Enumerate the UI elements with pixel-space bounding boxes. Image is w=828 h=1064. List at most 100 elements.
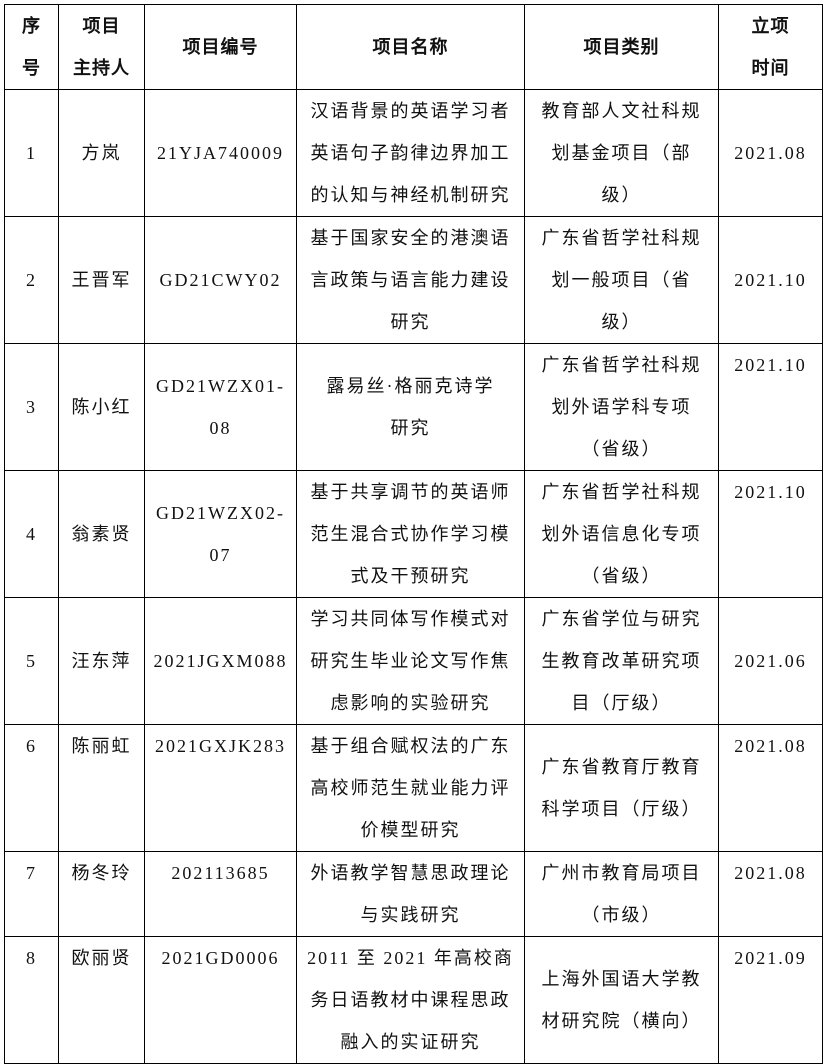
cell-line: 价模型研究 [360,820,461,840]
table-cell: 5 [4,597,59,725]
cell-line: 生教育改革研究项 [541,651,702,671]
cell-line: 时间 [751,58,790,78]
cell-line: 号 [22,58,41,78]
cell-line: 立项 [751,16,790,36]
table-cell: 6 [4,724,59,852]
table-cell: 8 [4,936,59,1064]
header-cell: 项目 主持人 [58,4,145,90]
table-cell: 2021.06 [718,597,823,725]
table-cell: 基于共享调节的英语师 范生混合式协作学习模 式及干预研究 [296,470,525,598]
cell-line: 研究 [390,418,431,438]
table-cell: 3 [4,343,59,471]
cell-line: 基于组合赋权法的广东 [310,736,511,756]
table-row: 4 翁素贤 GD21WZX02-07 基于共享调节的英语师 范生混合式协作学习模 式及干预… [4,470,823,598]
table-cell: 4 [4,470,59,598]
cell-line: 主持人 [73,58,130,78]
table-cell: 2021.09 [718,936,823,1064]
table-cell: 广州市教育局项目 （市级） [524,851,719,937]
cell-line: 划外语学科专项 [551,397,692,417]
cell-line: 的认知与神经机制研究 [310,185,511,205]
table-row: 5 汪东萍 2021JGXM088 学习共同体写作模式对 研究生毕业论文写作焦 虑影响的实… [4,597,823,725]
table-cell: 汉语背景的英语学习者 英语句子韵律边界加工 的认知与神经机制研究 [296,89,525,217]
table-row: 1 方岚 21YJA740009 汉语背景的英语学习者 英语句子韵律边界加工 的认知与神经… [4,89,823,217]
cell-line: 广东省学位与研究 [541,609,702,629]
cell-line: 露易丝·格丽克诗学 [326,376,495,396]
cell-line: 言政策与语言能力建设 [310,270,511,290]
table-cell: 杨冬玲 [58,851,145,937]
table-cell: 2021GD0006 [144,936,297,1064]
cell-line: 汉语背景的英语学习者 [310,101,511,121]
table-row: 8 欧丽贤 2021GD0006 2011 至 2021 年高校商 务日语教材中课程思政… [4,936,823,1064]
table-cell: 广东省教育厅教育 科学项目（厅级） [524,724,719,852]
cell-line: 式及干预研究 [350,566,471,586]
table-cell: 陈小红 [58,343,145,471]
cell-line: （市级） [581,905,662,925]
table-cell: 2011 至 2021 年高校商 务日语教材中课程思政 融入的实证研究 [296,936,525,1064]
project-table: 序号项目 主持人 项目编号 项目名称 项目类别 立项 时间 1 方岚 21YJA740009 汉语… [4,4,823,1064]
table-cell: 翁素贤 [58,470,145,598]
table-row: 3 陈小红 GD21WZX01-08 露易丝·格丽克诗学 研究 广东省哲学社科规 划外语学科… [4,343,823,471]
table-cell: 2021.08 [718,724,823,852]
table-cell: 2021JGXM088 [144,597,297,725]
table-cell: 方岚 [58,89,145,217]
table-cell: 广东省哲学社科规 划外语信息化专项 （省级） [524,470,719,598]
table-cell: 学习共同体写作模式对 研究生毕业论文写作焦 虑影响的实验研究 [296,597,525,725]
table-cell: 欧丽贤 [58,936,145,1064]
table-row: 2 王晋军 GD21CWY02 基于国家安全的港澳语 言政策与语言能力建设 研究 广东省哲学… [4,216,823,344]
header-cell: 项目编号 [144,4,297,90]
table-cell: 广东省哲学社科规 划外语学科专项 （省级） [524,343,719,471]
table-cell: 上海外国语大学教 材研究院（横向） [524,936,719,1064]
table-cell: 2021.08 [718,89,823,217]
cell-line: 研究 [390,312,431,332]
cell-line: 外语教学智慧思政理论 [310,863,511,883]
cell-line: 目（厅级） [571,693,672,713]
table-cell: 教育部人文社科规 划基金项目（部 级） [524,89,719,217]
cell-line: 级） [601,312,642,332]
cell-line: 级） [601,185,642,205]
table-cell: 1 [4,89,59,217]
table-cell: 王晋军 [58,216,145,344]
header-cell: 项目名称 [296,4,525,90]
cell-line: 研究生毕业论文写作焦 [310,651,511,671]
cell-line: 广东省哲学社科规 [541,228,702,248]
table-cell: 广东省学位与研究 生教育改革研究项 目（厅级） [524,597,719,725]
table-body: 1 方岚 21YJA740009 汉语背景的英语学习者 英语句子韵律边界加工 的认知与神经… [4,89,823,1064]
cell-line: 上海外国语大学教 [541,969,702,989]
table-cell: 基于国家安全的港澳语 言政策与语言能力建设 研究 [296,216,525,344]
table-cell: GD21WZX01-08 [144,343,297,471]
table-cell: 陈丽虹 [58,724,145,852]
table-cell: 202113685 [144,851,297,937]
table-cell: 7 [4,851,59,937]
cell-line: 学习共同体写作模式对 [310,609,511,629]
cell-line: 广州市教育局项目 [541,863,702,883]
header-cell: 项目类别 [524,4,719,90]
cell-line: 广东省哲学社科规 [541,355,702,375]
table-cell: GD21WZX02-07 [144,470,297,598]
table-cell: 外语教学智慧思政理论 与实践研究 [296,851,525,937]
table-cell: GD21CWY02 [144,216,297,344]
table-row: 6 陈丽虹 2021GXJK283 基于组合赋权法的广东 高校师范生就业能力评 价模型研究… [4,724,823,852]
cell-line: 融入的实证研究 [340,1032,481,1052]
cell-line: 务日语教材中课程思政 [310,990,511,1010]
cell-line: 高校师范生就业能力评 [310,778,511,798]
cell-line: 广东省教育厅教育 [541,757,702,777]
cell-line: 基于共享调节的英语师 [310,482,511,502]
cell-line: （省级） [581,439,662,459]
cell-line: 广东省哲学社科规 [541,482,702,502]
table-cell: 露易丝·格丽克诗学 研究 [296,343,525,471]
cell-line: 虑影响的实验研究 [330,693,491,713]
header-cell: 序号 [4,4,59,90]
table-cell: 广东省哲学社科规 划一般项目（省 级） [524,216,719,344]
cell-line: 划基金项目（部 [551,143,692,163]
cell-line: 教育部人文社科规 [541,101,702,121]
cell-line: 项目 [82,16,121,36]
header-row: 序号项目 主持人 项目编号 项目名称 项目类别 立项 时间 [4,4,823,90]
cell-line: 范生混合式协作学习模 [310,524,511,544]
table-cell: 2 [4,216,59,344]
cell-line: （省级） [581,566,662,586]
table-cell: 21YJA740009 [144,89,297,217]
table-cell: 2021GXJK283 [144,724,297,852]
cell-line: 材研究院（横向） [541,1011,702,1031]
cell-line: 与实践研究 [360,905,461,925]
table-row: 7 杨冬玲 202113685 外语教学智慧思政理论 与实践研究 广州市教育局项目 （市级）… [4,851,823,937]
